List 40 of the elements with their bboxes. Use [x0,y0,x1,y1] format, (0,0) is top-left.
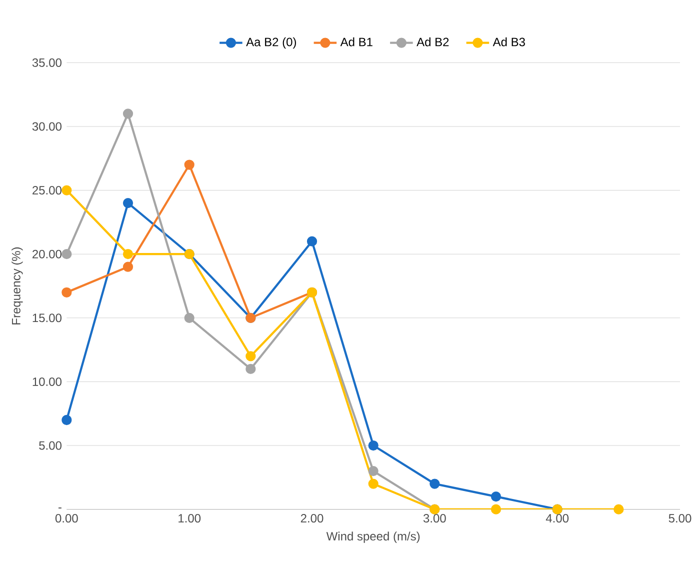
y-axis-title: Frequency (%) [12,247,23,324]
x-tick-label: 1.00 [178,514,201,522]
point [122,198,134,208]
point [62,185,72,196]
point [306,236,318,246]
legend-label: Ad B1 [340,37,372,46]
x-tick-label: 4.00 [546,514,569,522]
point [122,108,134,119]
point [614,504,624,514]
point [122,262,134,272]
point [490,504,502,514]
y-tick-label: 20.00 [32,250,62,258]
point [246,364,256,374]
y-tick-label: 10.00 [32,377,62,386]
point [62,414,72,425]
point [62,248,72,260]
point [430,478,440,489]
point [368,440,378,450]
y-tick-label: 25.00 [32,186,62,194]
y-tick-label: 35.00 [32,58,62,67]
y-tick-label: - [58,507,62,508]
point [184,312,194,323]
point [368,466,378,476]
x-tick-label: 0.00 [55,514,78,522]
point [490,491,502,502]
y-tick-label: 5.00 [39,441,62,450]
point [246,350,256,362]
legend-label: Ad B2 [416,37,449,46]
point [122,248,134,260]
x-axis-title: Wind speed (m/s) [326,532,420,543]
legend-label: Ad B3 [492,37,525,46]
legend-label: Aa B2 (0) [246,37,296,48]
x-tick-label: 3.00 [423,514,446,522]
x-tick-label: 2.00 [300,514,324,522]
y-tick-label: 15.00 [32,313,62,322]
point [62,287,72,298]
point [184,160,194,170]
y-tick-label: 30.00 [32,122,62,131]
x-tick-label: 5.00 [668,514,692,522]
point [368,478,378,489]
